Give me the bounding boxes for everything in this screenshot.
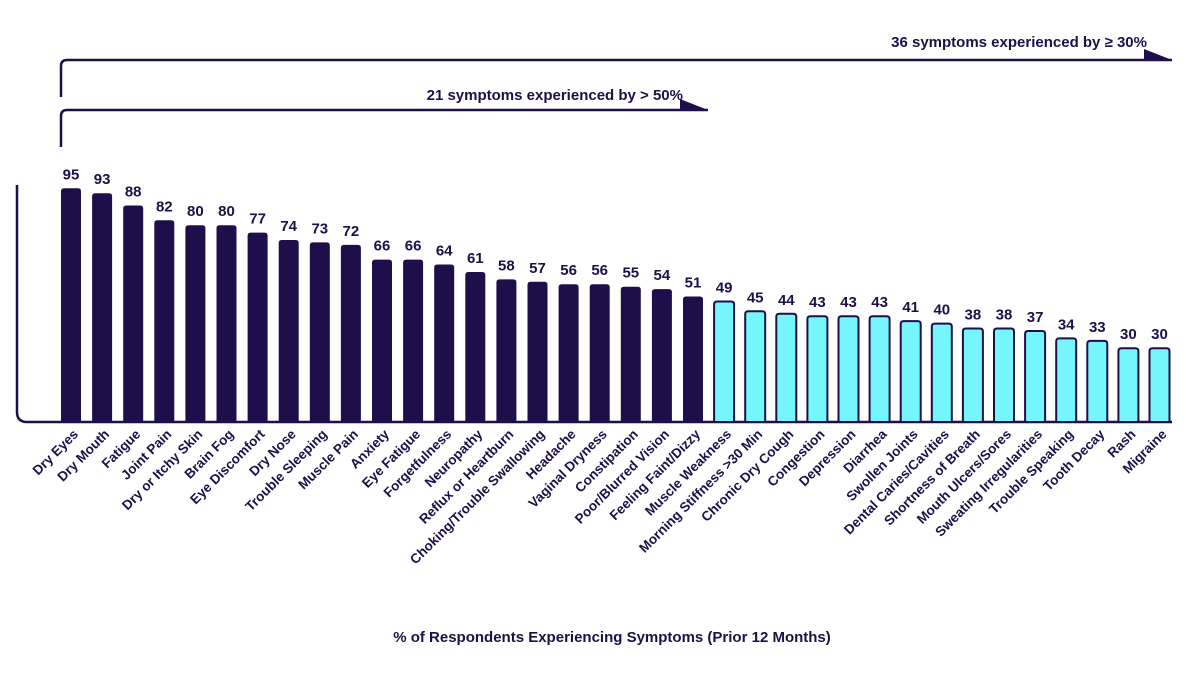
value-label: 57 — [529, 260, 546, 277]
bars — [61, 188, 1171, 423]
bar-27 — [899, 320, 922, 423]
arrow-head-icon — [680, 99, 708, 110]
annotations: 36 symptoms experienced by ≥ 30% 21 sympt… — [59, 34, 1172, 147]
value-label: 40 — [933, 302, 950, 319]
bar-35 — [1148, 347, 1171, 423]
arrow-head-icon — [1144, 49, 1172, 60]
value-label: 37 — [1027, 309, 1044, 326]
bar-20 — [683, 296, 703, 422]
bar-29 — [961, 327, 984, 423]
bar-10 — [372, 259, 392, 422]
value-label: 43 — [840, 294, 857, 311]
value-label: 33 — [1089, 319, 1106, 336]
value-label: 58 — [498, 257, 515, 274]
value-label: 66 — [405, 238, 422, 255]
bar-6 — [247, 232, 268, 422]
value-label: 34 — [1058, 316, 1075, 333]
bar-25 — [837, 315, 860, 423]
value-label: 56 — [591, 262, 608, 279]
annotation-bracket-1 — [59, 108, 708, 147]
value-label: 43 — [871, 294, 888, 311]
bar-4 — [185, 225, 206, 422]
bar-22 — [744, 310, 767, 423]
value-label: 61 — [467, 250, 484, 267]
bar-13 — [465, 271, 486, 422]
value-label: 38 — [965, 307, 982, 324]
value-label: 77 — [249, 211, 266, 228]
bar-11 — [403, 259, 424, 422]
x-axis-label: % of Respondents Experiencing Symptoms (… — [393, 629, 831, 646]
bar-16 — [558, 284, 579, 422]
bar-33 — [1086, 339, 1109, 423]
value-label: 55 — [622, 265, 639, 282]
bar-19 — [651, 289, 672, 422]
bar-26 — [868, 315, 891, 423]
annotation-bracket-0 — [59, 58, 1172, 97]
bar-17 — [589, 284, 610, 422]
bar-23 — [775, 312, 798, 423]
value-label: 66 — [374, 238, 391, 255]
bar-30 — [993, 327, 1015, 423]
value-label: 82 — [156, 198, 173, 215]
value-label: 44 — [778, 292, 795, 309]
bar-9 — [340, 244, 361, 422]
bar-7 — [278, 239, 299, 422]
annotation-label-0: 36 symptoms experienced by ≥ 30% — [891, 34, 1147, 51]
bar-1 — [92, 193, 113, 422]
value-label: 54 — [654, 267, 671, 284]
value-label: 51 — [685, 275, 702, 292]
value-label: 73 — [311, 220, 328, 237]
bar-14 — [496, 279, 517, 422]
bar-21 — [713, 300, 736, 423]
bar-15 — [527, 281, 548, 422]
value-label: 38 — [996, 307, 1013, 324]
value-labels: 95 93 88 82 80 80 77 74 73 72 66 66 64 61 58 57 56 56 55 54… — [63, 166, 1168, 343]
bar-31 — [1024, 329, 1047, 423]
value-label: 45 — [747, 289, 764, 306]
bar-32 — [1055, 337, 1078, 423]
value-label: 80 — [187, 203, 204, 220]
value-label: 30 — [1120, 326, 1137, 343]
value-label: 93 — [94, 171, 111, 188]
bar-18 — [620, 286, 641, 422]
value-label: 72 — [343, 223, 360, 240]
bar-5 — [216, 225, 237, 422]
value-label: 95 — [63, 166, 80, 183]
bar-12 — [434, 264, 455, 422]
value-label: 80 — [218, 203, 235, 220]
value-label: 30 — [1151, 326, 1168, 343]
value-label: 41 — [902, 299, 919, 316]
annotation-label-1: 21 symptoms experienced by > 50% — [427, 87, 683, 104]
bar-34 — [1117, 347, 1140, 423]
value-label: 56 — [560, 262, 577, 279]
bar-0 — [61, 188, 81, 422]
bar-8 — [309, 242, 330, 422]
value-label: 49 — [716, 279, 733, 296]
value-label: 74 — [280, 218, 297, 235]
value-label: 43 — [809, 294, 826, 311]
bar-3 — [154, 220, 175, 422]
value-label: 88 — [125, 184, 142, 201]
y-axis-line — [15, 185, 1172, 424]
bar-24 — [806, 315, 829, 423]
bar-2 — [123, 205, 144, 422]
value-label: 64 — [436, 243, 453, 260]
bar-28 — [930, 322, 953, 423]
